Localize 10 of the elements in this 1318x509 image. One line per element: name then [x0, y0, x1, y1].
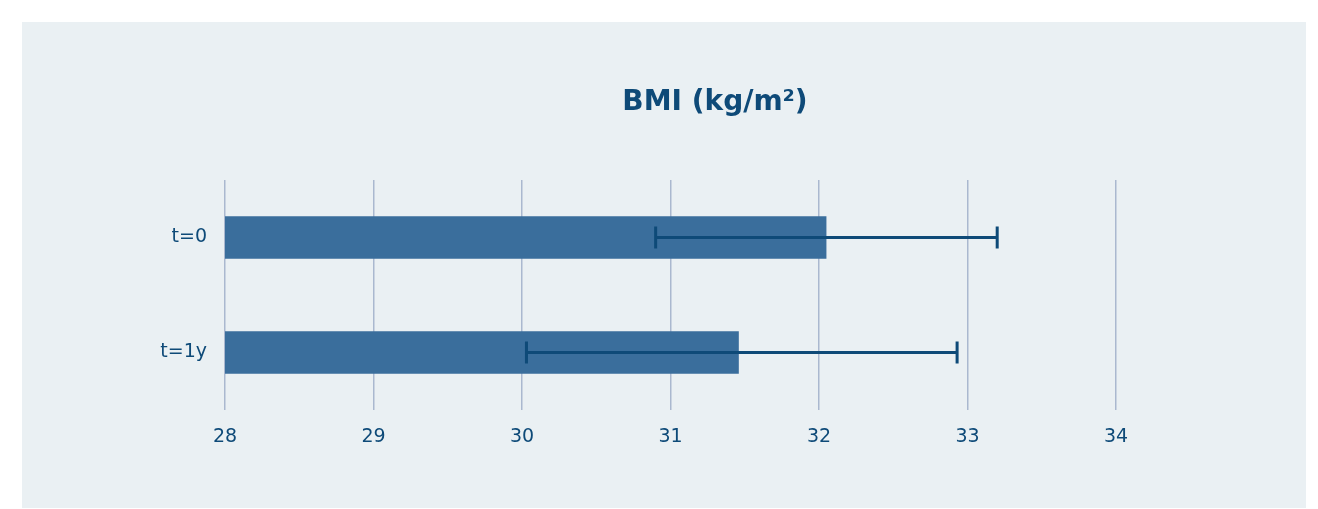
x-tick-label: 32: [806, 424, 832, 447]
y-tick-label: t=0: [171, 224, 207, 247]
x-tick-label: 29: [361, 424, 386, 447]
x-tick-label: 30: [509, 424, 535, 447]
x-tick-label: 28: [212, 424, 238, 447]
x-tick-label: 31: [658, 424, 683, 447]
y-tick-label: t=1y: [160, 339, 207, 362]
chart-title: BMI (kg/m²): [621, 84, 809, 117]
x-tick-label: 34: [1103, 424, 1129, 447]
x-tick-label: 33: [955, 424, 980, 447]
